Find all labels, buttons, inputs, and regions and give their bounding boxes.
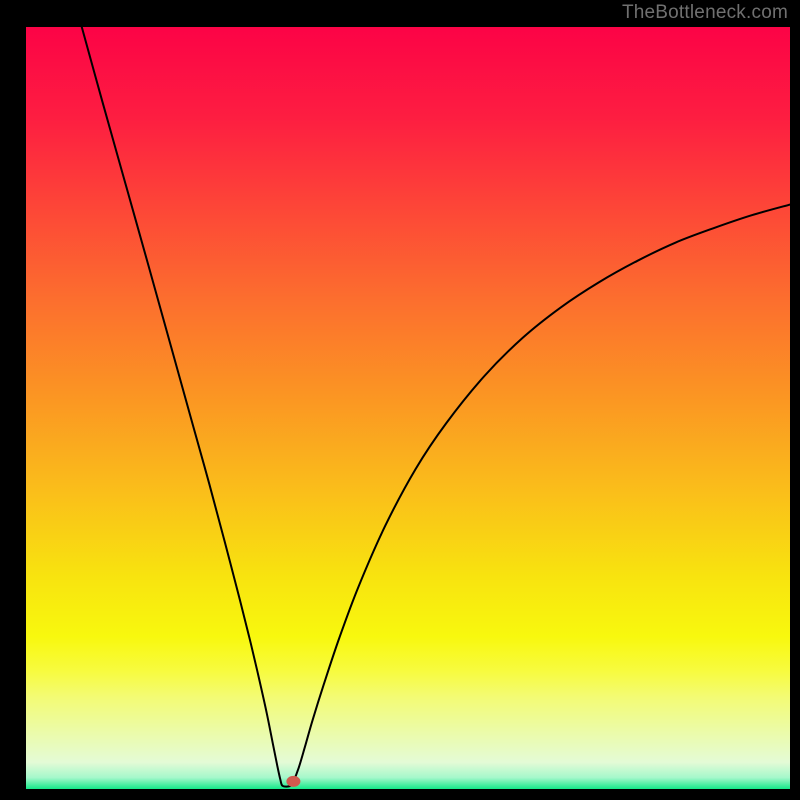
watermark-text: TheBottleneck.com [622, 2, 788, 24]
gradient-fill [26, 27, 790, 789]
optimal-point-marker [286, 776, 300, 787]
bottleneck-chart [26, 27, 790, 789]
chart-frame: TheBottleneck.com [0, 0, 800, 800]
